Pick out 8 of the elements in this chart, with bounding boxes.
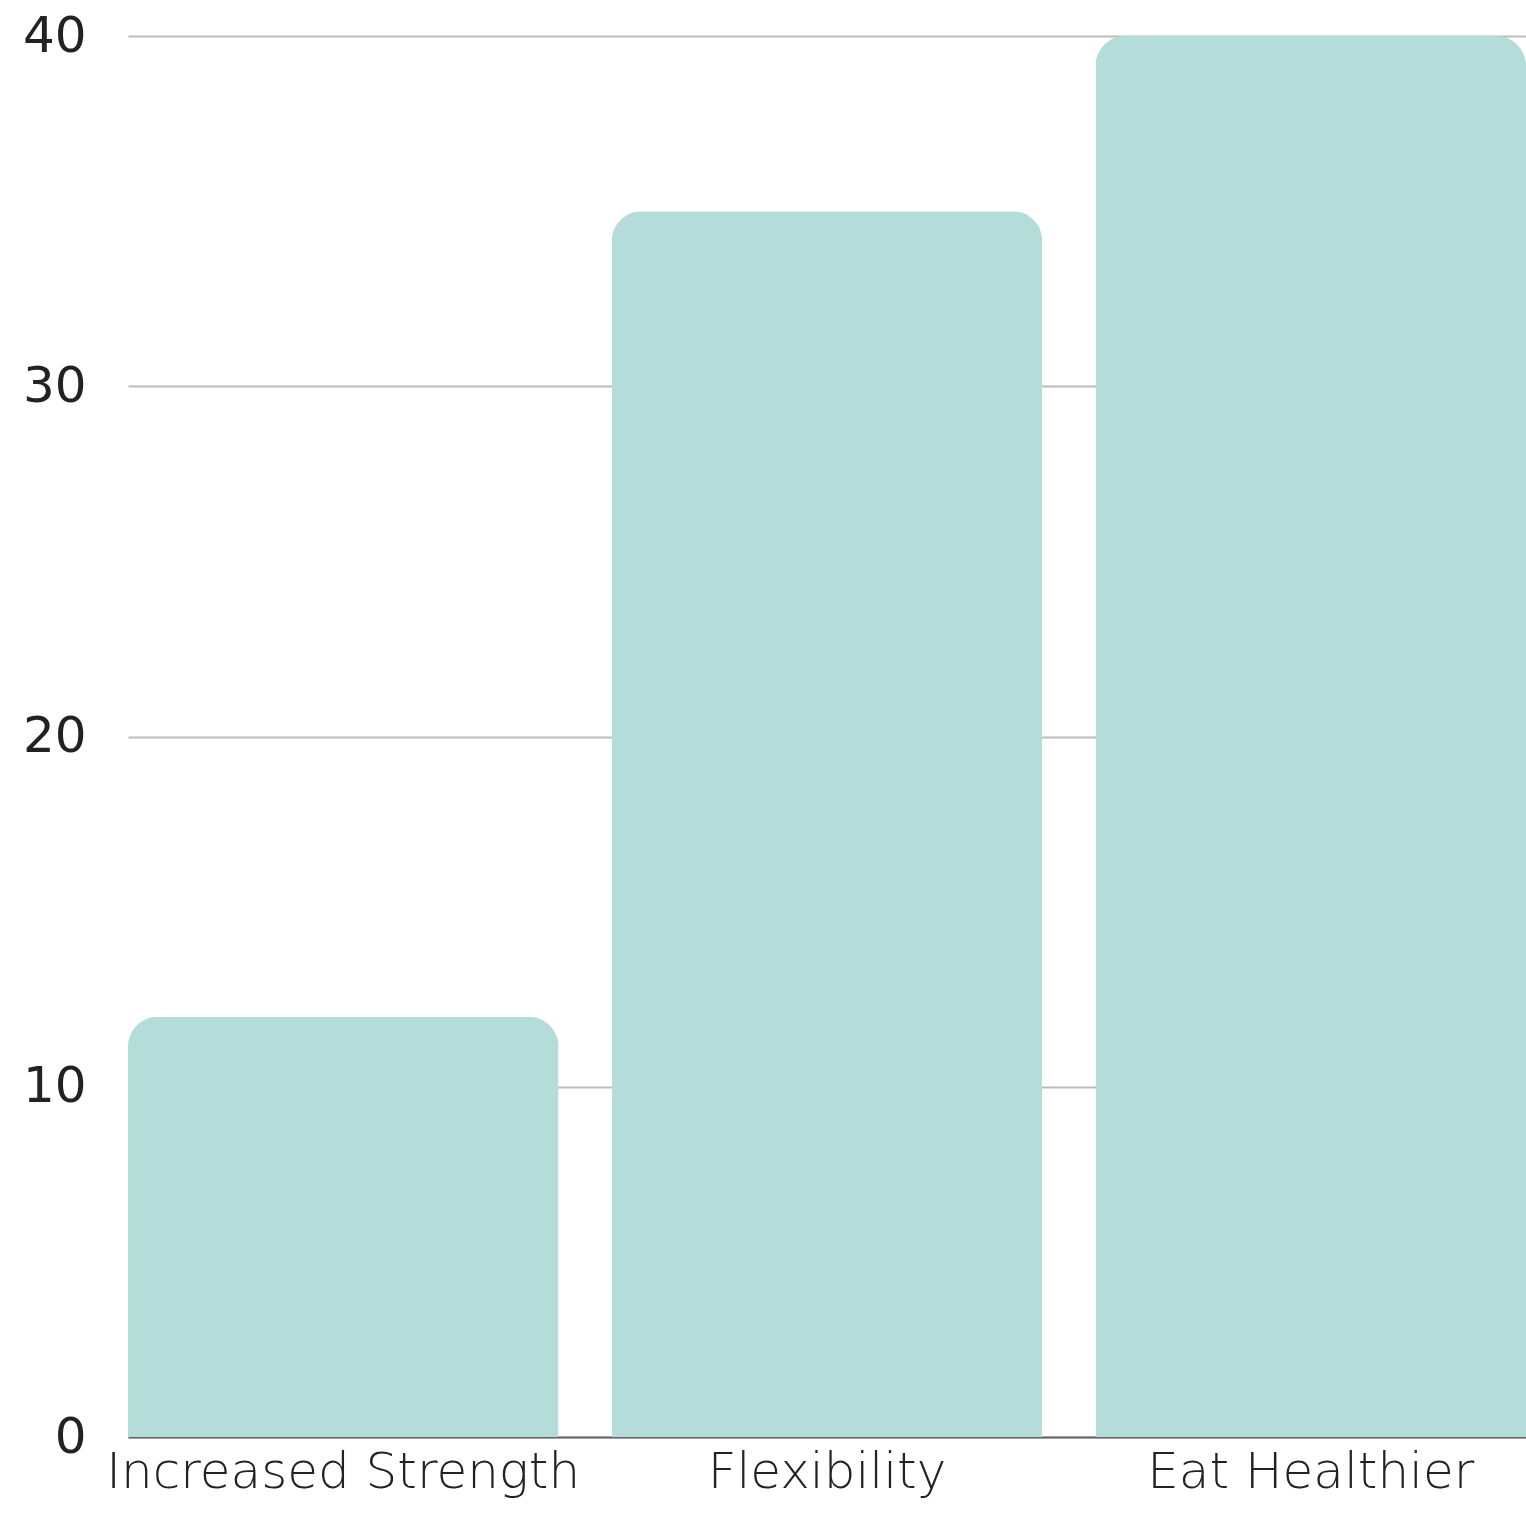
y-tick-label: 10 — [22, 1056, 87, 1115]
y-tick-label: 40 — [22, 5, 87, 64]
x-tick-label: Eat Healthier — [1147, 1441, 1475, 1500]
x-tick-label: Increased Strength — [106, 1441, 581, 1500]
y-tick-label: 20 — [22, 706, 87, 764]
x-tick-label: Flexibility — [707, 1441, 947, 1500]
y-tick-label: 30 — [22, 355, 87, 414]
y-tick-label: 0 — [54, 1406, 87, 1465]
